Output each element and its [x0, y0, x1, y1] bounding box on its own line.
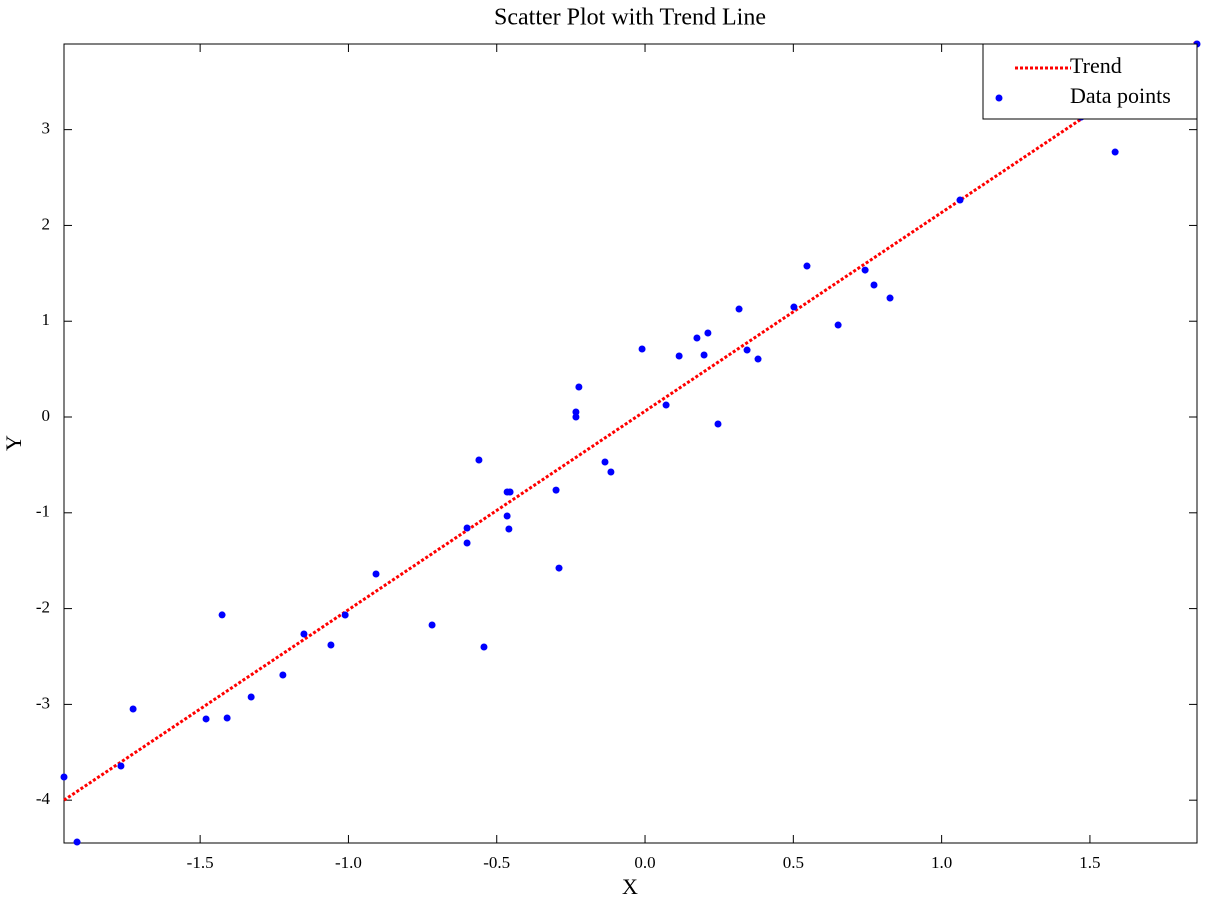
data-point	[700, 351, 708, 359]
data-point	[735, 305, 743, 313]
x-tick-label: -0.5	[483, 853, 510, 872]
data-point	[575, 383, 583, 391]
data-point	[572, 413, 580, 421]
data-point	[662, 401, 670, 409]
data-point	[327, 641, 335, 649]
y-tick-label: -3	[36, 693, 50, 712]
data-point	[638, 345, 646, 353]
y-tick-label: 1	[42, 310, 51, 329]
data-point	[714, 420, 722, 428]
data-point	[572, 408, 580, 416]
x-tick-label: 1.0	[931, 853, 952, 872]
y-tick-label: -1	[36, 502, 50, 521]
x-tick-label: 0.5	[783, 853, 804, 872]
data-point	[129, 705, 137, 713]
y-tick-label: 3	[42, 119, 51, 138]
data-point	[73, 838, 81, 846]
plot-frame	[63, 43, 1198, 844]
x-tick-label: -1.0	[335, 853, 362, 872]
data-point	[475, 456, 483, 464]
data-point	[870, 281, 878, 289]
data-point	[754, 355, 762, 363]
data-point	[861, 266, 869, 274]
x-axis-label: X	[622, 874, 638, 899]
data-point	[480, 643, 488, 651]
data-point	[834, 321, 842, 329]
data-point	[505, 525, 513, 533]
data-point	[506, 488, 514, 496]
x-tick-label: 1.5	[1079, 853, 1100, 872]
data-point	[60, 773, 68, 781]
data-point	[218, 611, 226, 619]
data-point	[428, 621, 436, 629]
data-point	[552, 486, 560, 494]
data-point	[372, 570, 380, 578]
data-point	[202, 715, 210, 723]
data-point	[463, 539, 471, 547]
data-point	[341, 611, 349, 619]
data-point	[247, 693, 255, 701]
legend-box	[982, 43, 1198, 120]
data-point	[463, 524, 471, 532]
legend-label: Trend	[1070, 53, 1122, 78]
chart-title: Scatter Plot with Trend Line	[494, 5, 766, 31]
x-tick-label: 0.0	[634, 853, 655, 872]
y-tick-label: 2	[42, 214, 51, 233]
data-point	[223, 714, 231, 722]
data-point	[601, 458, 609, 466]
data-point	[117, 762, 125, 770]
y-tick-label: -4	[36, 789, 51, 808]
data-point	[675, 352, 683, 360]
data-point	[803, 262, 811, 270]
y-axis-label: Y	[1, 435, 26, 451]
data-point	[743, 346, 751, 354]
y-tick-label: -2	[36, 598, 50, 617]
data-point	[790, 303, 798, 311]
data-point	[279, 671, 287, 679]
legend-label: Data points	[1070, 83, 1171, 108]
data-point	[956, 196, 964, 204]
data-point	[607, 468, 615, 476]
data-point	[886, 294, 894, 302]
data-point	[555, 564, 563, 572]
legend-swatch	[995, 94, 1003, 102]
data-point	[1111, 148, 1119, 156]
data-point	[693, 334, 701, 342]
data-point	[503, 512, 511, 520]
x-tick-label: -1.5	[187, 853, 214, 872]
y-tick-label: 0	[42, 406, 51, 425]
trend-line	[63, 40, 1198, 802]
data-point	[300, 630, 308, 638]
data-point	[704, 329, 712, 337]
